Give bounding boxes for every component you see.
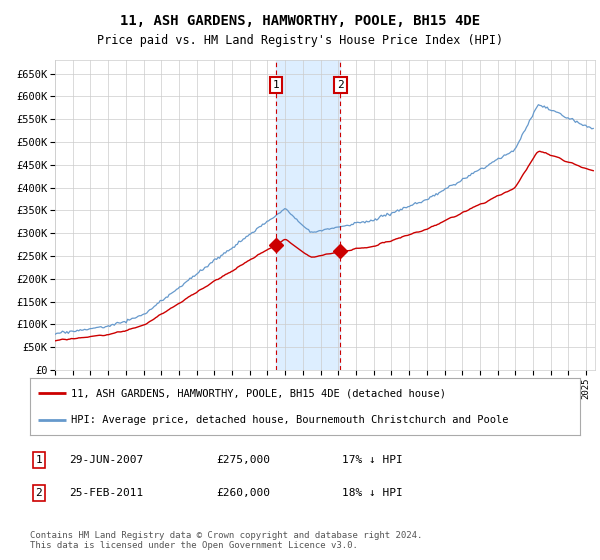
Text: 1: 1: [273, 80, 280, 90]
Text: 11, ASH GARDENS, HAMWORTHY, POOLE, BH15 4DE (detached house): 11, ASH GARDENS, HAMWORTHY, POOLE, BH15 …: [71, 389, 446, 398]
Text: 18% ↓ HPI: 18% ↓ HPI: [342, 488, 403, 498]
Text: Contains HM Land Registry data © Crown copyright and database right 2024.
This d: Contains HM Land Registry data © Crown c…: [30, 531, 422, 550]
Text: 25-FEB-2011: 25-FEB-2011: [69, 488, 143, 498]
Bar: [276, 60, 340, 370]
Text: £260,000: £260,000: [216, 488, 270, 498]
Text: 1: 1: [35, 455, 43, 465]
Text: 29-JUN-2007: 29-JUN-2007: [69, 455, 143, 465]
Text: HPI: Average price, detached house, Bournemouth Christchurch and Poole: HPI: Average price, detached house, Bour…: [71, 414, 509, 424]
Text: Price paid vs. HM Land Registry's House Price Index (HPI): Price paid vs. HM Land Registry's House …: [97, 34, 503, 46]
Text: £275,000: £275,000: [216, 455, 270, 465]
Text: 2: 2: [337, 80, 344, 90]
Text: 2: 2: [35, 488, 43, 498]
Text: 17% ↓ HPI: 17% ↓ HPI: [342, 455, 403, 465]
Text: 11, ASH GARDENS, HAMWORTHY, POOLE, BH15 4DE: 11, ASH GARDENS, HAMWORTHY, POOLE, BH15 …: [120, 14, 480, 28]
